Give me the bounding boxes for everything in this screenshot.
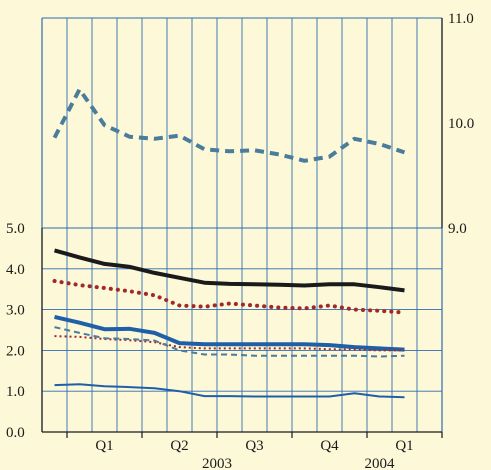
y-tick-label-right: 10.0 [448, 116, 474, 132]
x-year-label: 2004 [365, 456, 396, 470]
y-tick-label-right: 11.0 [448, 11, 474, 27]
x-tick-label: Q1 [95, 438, 113, 454]
y-tick-label-left: 0.0 [6, 425, 25, 441]
y-tick-label-left: 5.0 [6, 221, 25, 237]
x-tick-label: Q3 [245, 438, 263, 454]
series-line [54, 314, 405, 352]
x-tick-label: Q4 [320, 438, 339, 454]
x-tick-label: Q1 [395, 438, 413, 454]
series-line [54, 383, 405, 399]
series-line [54, 326, 405, 358]
x-tick-label: Q2 [170, 438, 188, 454]
x-year-label: 2003 [202, 456, 232, 470]
y-tick-label-left: 2.0 [6, 343, 25, 359]
y-tick-label-left: 4.0 [6, 262, 25, 278]
y-tick-label-left: 3.0 [6, 303, 25, 319]
axes [41, 18, 443, 438]
labels-group: 0.0 1.0 2.0 3.0 4.0 5.0 9.0 10.0 11.0 Q1 Q2 Q3 Q4 Q1 2… [6, 11, 474, 470]
series-line [53, 248, 405, 293]
y-tick-label-right: 9.0 [448, 221, 467, 237]
series-group [52, 87, 407, 399]
series-line [52, 279, 407, 315]
y-tick-label-left: 1.0 [6, 384, 25, 400]
series-line [54, 335, 405, 352]
series-line [52, 87, 406, 163]
